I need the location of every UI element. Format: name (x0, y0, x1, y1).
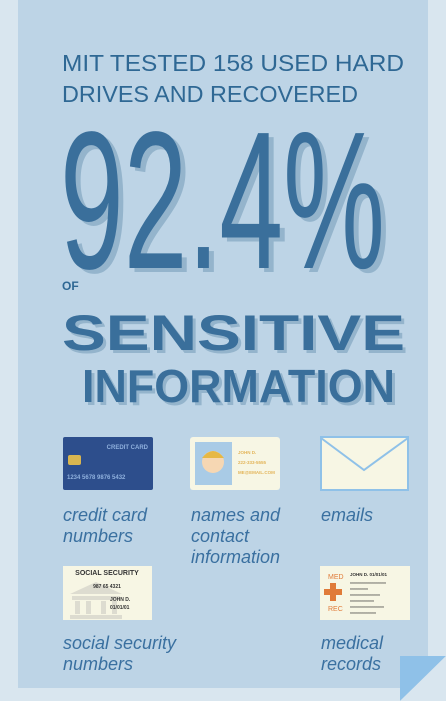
medical-text: xxxxxxxxxxxxxxxxx (350, 604, 384, 609)
headline-line: MIT TESTED 158 USED HARD (62, 50, 404, 76)
stat: 92.4% (60, 91, 385, 310)
envelope-icon (321, 437, 408, 490)
caption: credit card numbers (63, 505, 163, 547)
medical-text: xxxxxxxxx (350, 586, 368, 591)
connector: OF (62, 279, 79, 293)
ssn-text: SOCIAL SECURITY (75, 570, 139, 577)
medical-text: xxxxxxxxxxxxxxxxxx (350, 580, 386, 585)
medical-record-icon: MED REC JOHN D. 01/01/01 xxxxxxxxxxxxxxx… (320, 566, 410, 620)
medical-text: JOHN D. 01/01/01 (350, 572, 388, 577)
caption: social security numbers (63, 633, 198, 675)
caption: medical records (321, 633, 401, 675)
medical-text: xxxxxxxxxxxx (350, 598, 374, 603)
subject: INFORMATION (82, 360, 395, 412)
card-label: CREDIT CARD (107, 445, 149, 451)
card-number: 1234 5678 9876 5432 (67, 475, 126, 481)
id-text: JOHN D. (238, 450, 256, 455)
medical-text: MED (328, 574, 344, 581)
id-text: ME@EMAIL.COM (238, 470, 275, 475)
credit-card-icon: CREDIT CARD 1234 5678 9876 5432 (63, 437, 153, 490)
infographic: MIT TESTED 158 USED HARD DRIVES AND RECO… (0, 0, 446, 701)
medical-text: xxxxxxxxxxxxxxx (350, 592, 380, 597)
ssn-text: 01/01/01 (110, 605, 130, 611)
id-text: 222-333-5555 (238, 460, 267, 465)
page: MIT TESTED 158 USED HARD DRIVES AND RECO… (0, 0, 446, 701)
ssn-text: JOHN D. (110, 597, 131, 603)
medical-text: xxxxxxxxxxxxx (350, 610, 376, 615)
caption: emails (321, 505, 421, 526)
subject: SENSITIVE (62, 305, 405, 361)
ssn-card-icon: SOCIAL SECURITY 987 65 4321 JOHN D. 01/0… (63, 566, 152, 620)
medical-text: REC (328, 606, 343, 613)
ssn-text: 987 65 4321 (93, 584, 121, 590)
caption: names and contact information (191, 505, 296, 568)
id-card-icon: JOHN D. 222-333-5555 ME@EMAIL.COM (190, 437, 280, 490)
